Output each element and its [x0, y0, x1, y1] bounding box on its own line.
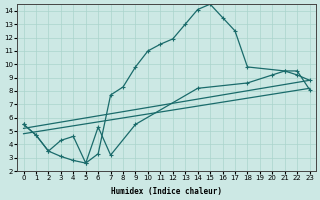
X-axis label: Humidex (Indice chaleur): Humidex (Indice chaleur) — [111, 187, 222, 196]
